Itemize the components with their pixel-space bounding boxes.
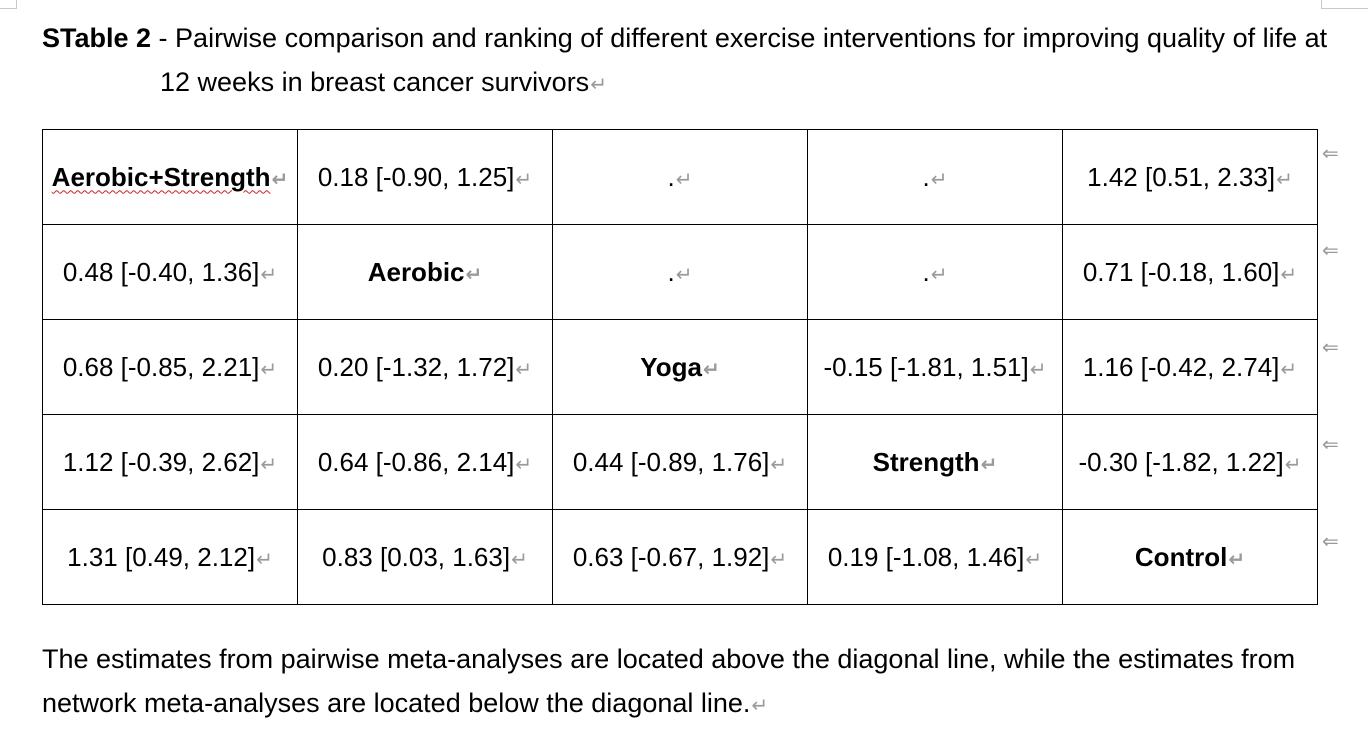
cell-text: 0.71 [-0.18, 1.60]: [1082, 256, 1280, 287]
row-end-mark-icon: ⇐: [1322, 531, 1339, 553]
page-corner-mark: [1321, 0, 1368, 9]
diagonal-label-cell: Strength↵: [807, 414, 1063, 510]
pairwise-estimate-cell: 1.16 [-0.42, 2.74]↵: [1062, 319, 1318, 415]
table-row: 0.68 [-0.85, 2.21]↵ 0.20 [-1.32, 1.72]↵ Yo…: [42, 319, 1318, 415]
cell-text: 0.18 [-0.90, 1.25]: [317, 161, 515, 192]
network-estimate-cell: 0.83 [0.03, 1.63]↵: [297, 509, 553, 605]
paragraph-mark-icon: ↵: [271, 168, 289, 191]
cell-text: 0.68 [-0.85, 2.21]: [62, 351, 260, 382]
table-row: 1.12 [-0.39, 2.62]↵ 0.64 [-0.86, 2.14]↵ 0.…: [42, 414, 1318, 510]
paragraph-mark-icon: ↵: [256, 548, 273, 571]
cell-text: .: [922, 256, 930, 287]
cell-text: 0.20 [-1.32, 1.72]: [317, 351, 515, 382]
table-caption: STable 2 - Pairwise comparison and ranki…: [42, 16, 1332, 107]
paragraph-mark-icon: ↵: [702, 358, 720, 381]
page-corner-mark: [0, 0, 17, 9]
network-estimate-cell: 1.12 [-0.39, 2.62]↵: [42, 414, 298, 510]
cell-text: 1.31 [0.49, 2.12]: [67, 541, 256, 572]
paragraph-mark-icon: ↵: [515, 358, 533, 381]
table-title: - Pairwise comparison and ranking of dif…: [151, 23, 1328, 97]
pairwise-estimate-cell: .↵: [552, 224, 808, 320]
table-row: Aerobic+Strength↵ 0.18 [-0.90, 1.25]↵ .↵ .↵…: [42, 129, 1318, 225]
table-row: 0.48 [-0.40, 1.36]↵ Aerobic↵ .↵ .↵ 0.71 [-0.…: [42, 224, 1318, 320]
cell-text: 1.16 [-0.42, 2.74]: [1082, 351, 1280, 382]
cell-text: -0.30 [-1.82, 1.22]: [1078, 446, 1284, 477]
pairwise-estimate-cell: 0.71 [-0.18, 1.60]↵: [1062, 224, 1318, 320]
pairwise-estimate-cell: -0.30 [-1.82, 1.22]↵: [1062, 414, 1318, 510]
cell-text: 0.64 [-0.86, 2.14]: [317, 446, 515, 477]
network-estimate-cell: 1.31 [0.49, 2.12]↵: [42, 509, 298, 605]
pairwise-estimate-cell: .↵: [552, 129, 808, 225]
cell-text: -0.15 [-1.81, 1.51]: [823, 351, 1029, 382]
paragraph-mark-icon: ↵: [1228, 548, 1246, 571]
cell-text: Strength: [872, 446, 980, 477]
paragraph-mark-icon: ↵: [1276, 168, 1293, 191]
cell-text: Aerobic+Strength: [51, 161, 271, 192]
row-end-marks: ⇐ ⇐ ⇐ ⇐ ⇐: [1322, 129, 1346, 614]
cell-text: .: [667, 161, 675, 192]
paragraph-mark-icon: ↵: [930, 168, 948, 191]
row-end-mark-icon: ⇐: [1322, 434, 1339, 456]
paragraph-mark-icon: ↵: [675, 168, 693, 191]
cell-text: 0.63 [-0.67, 1.92]: [572, 541, 770, 572]
cell-text: 0.19 [-1.08, 1.46]: [827, 541, 1025, 572]
paragraph-mark-icon: ↵: [1025, 548, 1043, 571]
cell-text: 0.44 [-0.89, 1.76]: [572, 446, 770, 477]
comparison-matrix: Aerobic+Strength↵ 0.18 [-0.90, 1.25]↵ .↵ .↵…: [42, 129, 1318, 605]
network-estimate-cell: 0.48 [-0.40, 1.36]↵: [42, 224, 298, 320]
footnote-text: The estimates from pairwise meta-analyse…: [42, 644, 1296, 718]
paragraph-mark-icon: ↵: [590, 74, 607, 96]
diagonal-label-cell: Control↵: [1062, 509, 1318, 605]
cell-text: 0.48 [-0.40, 1.36]: [62, 256, 260, 287]
row-end-mark-icon: ⇐: [1322, 240, 1339, 262]
paragraph-mark-icon: ↵: [980, 453, 998, 476]
pairwise-estimate-cell: .↵: [807, 224, 1063, 320]
diagonal-label-cell: Aerobic+Strength↵: [42, 129, 298, 225]
cell-text: Control: [1134, 541, 1228, 572]
paragraph-mark-icon: ↵: [260, 358, 278, 381]
cell-text: 1.42 [0.51, 2.33]: [1087, 161, 1276, 192]
diagonal-label-cell: Yoga↵: [552, 319, 808, 415]
pairwise-estimate-cell: 0.18 [-0.90, 1.25]↵: [297, 129, 553, 225]
paragraph-mark-icon: ↵: [930, 263, 948, 286]
cell-text: .: [922, 161, 930, 192]
footnote: The estimates from pairwise meta-analyse…: [42, 637, 1332, 728]
cell-text: Yoga: [640, 351, 702, 382]
paragraph-mark-icon: ↵: [1284, 453, 1302, 476]
table-label: STable 2: [42, 23, 152, 53]
table-row: 1.31 [0.49, 2.12]↵ 0.83 [0.03, 1.63]↵ 0.63…: [42, 509, 1318, 605]
row-end-mark-icon: ⇐: [1322, 337, 1339, 359]
paragraph-mark-icon: ↵: [1280, 263, 1298, 286]
paragraph-mark-icon: ↵: [260, 453, 278, 476]
paragraph-mark-icon: ↵: [751, 695, 769, 717]
paragraph-mark-icon: ↵: [515, 168, 533, 191]
network-estimate-cell: 0.20 [-1.32, 1.72]↵: [297, 319, 553, 415]
network-estimate-cell: 0.19 [-1.08, 1.46]↵: [807, 509, 1063, 605]
diagonal-label-cell: Aerobic↵: [297, 224, 553, 320]
row-end-mark-icon: ⇐: [1322, 143, 1339, 165]
paragraph-mark-icon: ↵: [515, 453, 533, 476]
paragraph-mark-icon: ↵: [675, 263, 693, 286]
pairwise-estimate-cell: .↵: [807, 129, 1063, 225]
pairwise-estimate-cell: 1.42 [0.51, 2.33]↵: [1062, 129, 1318, 225]
network-estimate-cell: 0.64 [-0.86, 2.14]↵: [297, 414, 553, 510]
paragraph-mark-icon: ↵: [260, 263, 278, 286]
paragraph-mark-icon: ↵: [511, 548, 528, 571]
cell-text: .: [667, 256, 675, 287]
paragraph-mark-icon: ↵: [1029, 358, 1047, 381]
paragraph-mark-icon: ↵: [770, 453, 788, 476]
paragraph-mark-icon: ↵: [465, 263, 483, 286]
pairwise-estimate-cell: -0.15 [-1.81, 1.51]↵: [807, 319, 1063, 415]
cell-text: 1.12 [-0.39, 2.62]: [62, 446, 260, 477]
network-estimate-cell: 0.44 [-0.89, 1.76]↵: [552, 414, 808, 510]
cell-text: 0.83 [0.03, 1.63]: [322, 541, 511, 572]
paragraph-mark-icon: ↵: [770, 548, 788, 571]
network-estimate-cell: 0.63 [-0.67, 1.92]↵: [552, 509, 808, 605]
paragraph-mark-icon: ↵: [1280, 358, 1298, 381]
network-estimate-cell: 0.68 [-0.85, 2.21]↵: [42, 319, 298, 415]
cell-text: Aerobic: [367, 256, 465, 287]
